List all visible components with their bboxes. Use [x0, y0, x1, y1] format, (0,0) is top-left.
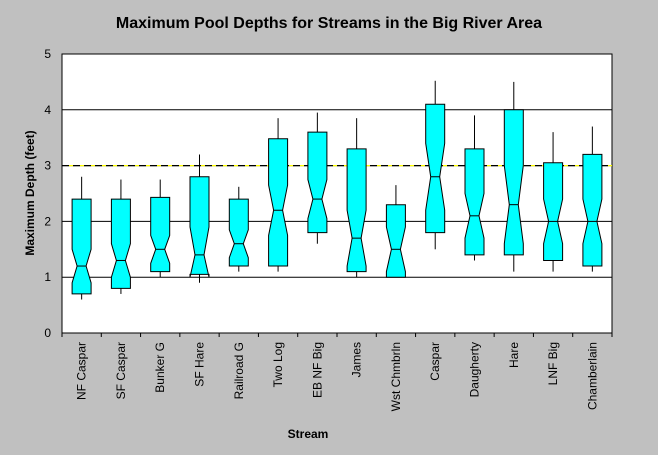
notched-box	[425, 103, 446, 234]
box-9	[385, 185, 406, 278]
box-5	[228, 186, 249, 272]
notched-box	[110, 198, 131, 289]
category-label: Railroad G	[232, 342, 246, 399]
notched-box	[189, 176, 210, 278]
y-tick-label: 5	[44, 47, 51, 61]
category-label: Two Log	[271, 342, 285, 387]
category-label: Wst Chmbrln	[389, 342, 403, 411]
notched-box	[71, 198, 92, 295]
chart-title: Maximum Pool Depths for Streams in the B…	[116, 15, 542, 32]
notched-box	[307, 131, 328, 234]
box-3	[150, 179, 171, 278]
box-10	[425, 80, 446, 250]
y-tick-label: 4	[44, 103, 51, 117]
notched-box	[150, 196, 171, 273]
box-2	[110, 179, 131, 294]
y-tick-label: 1	[44, 270, 51, 284]
notched-box	[543, 162, 564, 261]
box-7	[307, 112, 328, 244]
box-4	[189, 154, 210, 283]
category-label: Caspar	[428, 342, 442, 381]
y-tick-label: 3	[44, 159, 51, 173]
y-tick-labels: 0 1 2 3 4 5	[44, 47, 51, 340]
category-label: NF Caspar	[75, 342, 89, 400]
category-label: Daugherty	[468, 342, 482, 397]
category-label: Bunker G	[153, 342, 167, 393]
y-axis-label: Maximum Depth (feet)	[23, 130, 37, 255]
category-label: Hare	[507, 342, 521, 368]
y-tick-label: 0	[44, 326, 51, 340]
category-label: SF Hare	[193, 342, 207, 387]
box-1	[71, 176, 92, 300]
y-tick-label: 2	[44, 214, 51, 228]
category-label: SF Caspar	[114, 342, 128, 399]
notched-box	[464, 148, 485, 256]
category-label: LNF Big	[546, 342, 560, 385]
plot-area	[61, 53, 613, 334]
box-14	[582, 126, 603, 272]
notched-box	[385, 204, 406, 278]
box-12	[503, 81, 524, 272]
box-13	[543, 132, 564, 272]
category-label: Chamberlain	[585, 342, 599, 410]
boxes-group	[71, 80, 603, 300]
notched-box	[582, 153, 603, 267]
box-8	[346, 118, 367, 278]
category-label: EB NF Big	[310, 342, 324, 398]
notched-box	[346, 148, 367, 273]
box-11	[464, 115, 485, 261]
box-6	[268, 118, 289, 272]
notched-box	[268, 138, 289, 267]
notched-box	[503, 109, 524, 256]
category-label: James	[350, 342, 364, 377]
x-axis-label: Stream	[288, 427, 329, 441]
notched-box	[228, 198, 249, 267]
x-tick-labels: NF Caspar SF Caspar Bunker G SF Hare Railroa…	[75, 342, 600, 412]
